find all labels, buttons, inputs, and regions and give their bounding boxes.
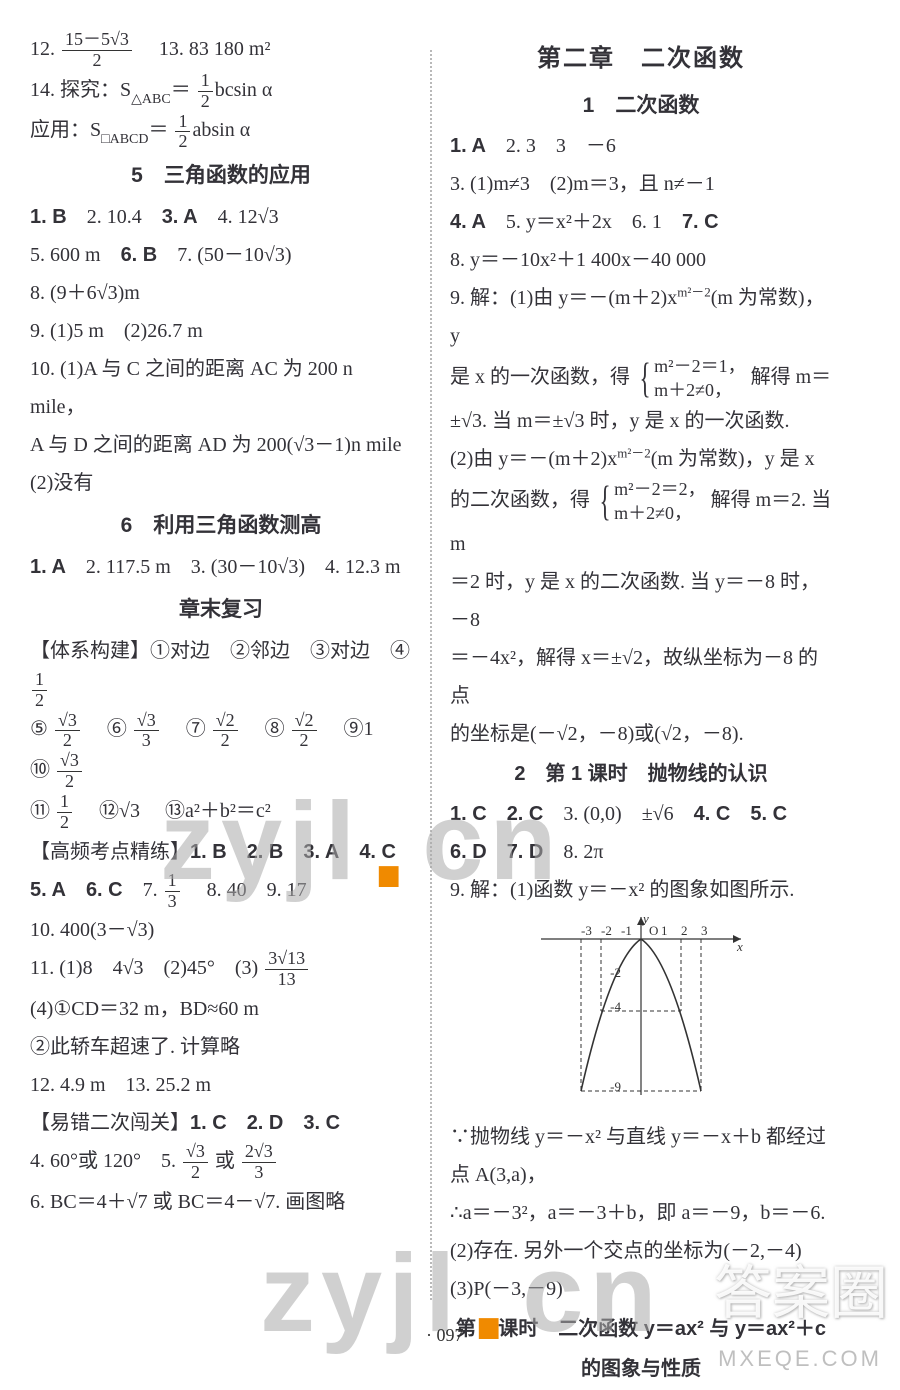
r2-7: (2)存在. 另外一个交点的坐标为(－2,－4)	[450, 1232, 832, 1270]
r2-6: ∴a＝－3²，a＝－3＋b，即 a＝－9，b＝－6.	[450, 1194, 832, 1232]
r2-4: ∵抛物线 y＝－x² 与直线 y＝－x＋b 都经过	[450, 1118, 832, 1156]
page: 12. 15－5√3 2 13. 83 180 m² 14. 探究：S△ABC＝…	[0, 0, 900, 1310]
parabola-figure: -3 -2 -1 O123 y x -2 -4 -9	[450, 911, 832, 1114]
svg-text:1: 1	[661, 923, 668, 938]
heading-5: 5 三角函数的应用	[30, 156, 412, 196]
svg-text:3: 3	[701, 923, 708, 938]
r1-2: 3. (1)m≠3 (2)m＝3，且 n≠－1	[450, 165, 832, 203]
yicuo-row1: 【易错二次闯关】1. C 2. D 3. C	[30, 1104, 412, 1142]
chapter-title: 第二章 二次函数	[450, 36, 832, 82]
section-2b-2: 的图象与性质	[450, 1350, 832, 1388]
line-14b: 应用：S□ABCD＝ 1 2 absin α	[30, 111, 412, 152]
parabola-svg: -3 -2 -1 O123 y x -2 -4 -9	[531, 911, 751, 1101]
yicuo-row2: 4. 60°或 120° 5. √32 或 2√33	[30, 1142, 412, 1183]
r2-2: 6. D 7. D 8. 2π	[450, 833, 832, 871]
tixi-row1: 【体系构建】①对边 ②邻边 ③对边 ④ 1 2	[30, 632, 412, 711]
svg-text:-2: -2	[610, 965, 621, 980]
svg-text:2: 2	[681, 923, 688, 938]
heading-6: 6 利用三角函数测高	[30, 506, 412, 546]
tixi-row3: ⑪ 12 ⑫√3 ⑬a²＋b²＝c²	[30, 792, 412, 833]
r2-5: 点 A(3,a)，	[450, 1156, 832, 1194]
n12: 12.	[30, 38, 55, 60]
r2-8: (3)P(－3,－9)	[450, 1270, 832, 1308]
gaopin-row3: 10. 400(3－√3)	[30, 911, 412, 949]
right-column: 第二章 二次函数 1 二次函数 1. A 2. 3 3 －6 3. (1)m≠3…	[432, 0, 862, 1310]
gaopin-row6: ②此轿车超速了. 计算略	[30, 1028, 412, 1066]
gaopin-row7: 12. 4.9 m 13. 25.2 m	[30, 1066, 412, 1104]
yicuo-row3: 6. BC＝4＋√7 或 BC＝4－√7. 画图略	[30, 1183, 412, 1221]
svg-text:O: O	[649, 923, 658, 938]
svg-text:-3: -3	[581, 923, 592, 938]
frac-12: 15－5√3 2	[62, 30, 132, 71]
r1-1: 1. A 2. 3 3 －6	[450, 127, 832, 165]
gaopin-row4: 11. (1)8 4√3 (2)45° (3) 3√1313	[30, 949, 412, 990]
r1-6c: ＝2 时，y 是 x 的二次函数. 当 y＝－8 时，－8	[450, 563, 832, 639]
left-column: 12. 15－5√3 2 13. 83 180 m² 14. 探究：S△ABC＝…	[0, 0, 430, 1310]
r1-3: 4. A 5. y＝x²＋2x 6. 1 7. C	[450, 203, 832, 241]
line-14a: 14. 探究：S△ABC＝ 1 2 bcsin α	[30, 71, 412, 112]
r1-5b: 是 x 的一次函数，得 { m²－2＝1， m＋2≠0， 解得 m＝	[450, 355, 832, 402]
svg-text:y: y	[641, 911, 649, 926]
brace-icon: {	[640, 358, 651, 400]
svg-text:-4: -4	[610, 999, 621, 1014]
r1-6b: 的二次函数，得 { m²－2＝2， m＋2≠0， 解得 m＝2. 当 m	[450, 478, 832, 563]
tixi-row2: ⑤ √32 ⑥ √33 ⑦ √22 ⑧ √22 ⑨1 ⑩ √32	[30, 710, 412, 791]
r1-6a: (2)由 y＝－(m＋2)xm²－2(m 为常数)，y 是 x	[450, 440, 832, 478]
s5-line3: 8. (9＋6√3)m	[30, 274, 412, 312]
s5-line4: 9. (1)5 m (2)26.7 m	[30, 312, 412, 350]
s5-line5a: 10. (1)A 与 C 之间的距离 AC 为 200 n mile，	[30, 350, 412, 426]
heading-review: 章末复习	[30, 590, 412, 630]
r2-1: 1. C 2. C 3. (0,0) ±√6 4. C 5. C	[450, 795, 832, 833]
r1-5a: 9. 解：(1)由 y＝－(m＋2)xm²－2(m 为常数)，y	[450, 279, 832, 355]
svg-text:-2: -2	[601, 923, 612, 938]
gaopin-row1: 【高频考点精练】1. B 2. B 3. A 4. C	[30, 833, 412, 871]
s5-line2: 5. 600 m 6. B 7. (50－10√3)	[30, 236, 412, 274]
r2-3: 9. 解：(1)函数 y＝－x² 的图象如图所示.	[450, 871, 832, 909]
page-number: · 097 ·	[0, 1325, 900, 1346]
s5-line5b: A 与 D 之间的距离 AD 为 200(√3－1)n mile	[30, 426, 412, 464]
svg-text:x: x	[736, 939, 743, 954]
half: 1 2	[198, 71, 213, 112]
n13: 13. 83 180 m²	[159, 38, 271, 60]
svg-text:-1: -1	[621, 923, 632, 938]
r1-6e: 的坐标是(－√2，－8)或(√2，－8).	[450, 715, 832, 753]
line-12-13: 12. 15－5√3 2 13. 83 180 m²	[30, 30, 412, 71]
section-1: 1 二次函数	[450, 86, 832, 126]
r1-5c: ±√3. 当 m＝±√3 时，y 是 x 的一次函数.	[450, 402, 832, 440]
svg-text:-9: -9	[610, 1079, 621, 1094]
s5-line5c: (2)没有	[30, 464, 412, 502]
gaopin-row2: 5. A 6. C 7. 13 8. 40 9. 17	[30, 871, 412, 912]
brace-icon: {	[600, 481, 611, 523]
s5-line1: 1. B 2. 10.4 3. A 4. 12√3	[30, 198, 412, 236]
s6-line1: 1. A 2. 117.5 m 3. (30－10√3) 4. 12.3 m	[30, 548, 412, 586]
r1-4: 8. y＝－10x²＋1 400x－40 000	[450, 241, 832, 279]
section-2a: 2 第 1 课时 抛物线的认识	[450, 755, 832, 793]
r1-6d: ＝－4x²，解得 x＝±√2，故纵坐标为－8 的点	[450, 639, 832, 715]
gaopin-row5: (4)①CD＝32 m，BD≈60 m	[30, 990, 412, 1028]
